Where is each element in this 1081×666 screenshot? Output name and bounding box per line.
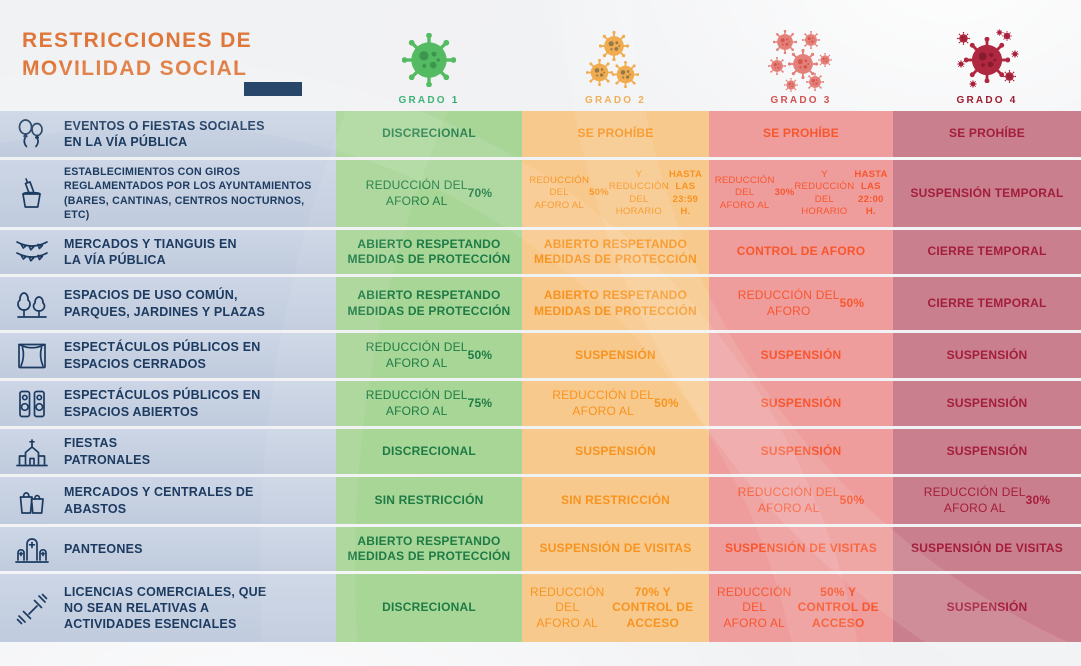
cell-r1-grado-3: REDUCCIÓN DEL AFORO AL 30% Y REDUCCIÓN D… — [709, 160, 893, 227]
cell-r5-grado-4: SUSPENSIÓN — [893, 381, 1081, 426]
cell-r4-grado-4: SUSPENSIÓN — [893, 333, 1081, 378]
cell-r6-grado-2: SUSPENSIÓN — [522, 429, 709, 474]
grade-label-1: GRADO 1 — [398, 95, 460, 106]
cell-r0-grado-3: SE PROHÍBE — [709, 111, 893, 157]
title-underline-bar — [244, 82, 302, 96]
row-label-text: ESPACIOS DE USO COMÚN, PARQUES, JARDINES… — [64, 288, 266, 319]
cell-r4-grado-2: SUSPENSIÓN — [522, 333, 709, 378]
cell-r7-grado-4: REDUCCIÓN DEL AFORO AL 30% — [893, 477, 1081, 524]
cell-r2-grado-4: CIERRE TEMPORAL — [893, 230, 1081, 274]
cell-r4-grado-1: REDUCCIÓN DEL AFORO AL 50% — [336, 333, 522, 378]
cell-r2-grado-1: ABIERTO RESPETANDO MEDIDAS DE PROTECCIÓN — [336, 230, 522, 274]
cell-r3-grado-3: REDUCCIÓN DEL AFORO 50% — [709, 277, 893, 330]
cell-r3-grado-4: CIERRE TEMPORAL — [893, 277, 1081, 330]
grado-1-virus-icon — [387, 28, 471, 92]
row-label-text: ESPECTÁCULOS PÚBLICOS EN ESPACIOS CERRAD… — [64, 340, 261, 371]
row-label-3: ESPACIOS DE USO COMÚN, PARQUES, JARDINES… — [0, 277, 336, 330]
stage-curtains-icon — [0, 339, 64, 373]
cell-r1-grado-1: REDUCCIÓN DEL AFORO AL 70% — [336, 160, 522, 227]
cell-r9-grado-2: REDUCCIÓN DEL AFORO AL 70% Y CONTROL DE … — [522, 574, 709, 642]
row-label-6: FIESTAS PATRONALES — [0, 429, 336, 474]
row-label-5: ESPECTÁCULOS PÚBLICOS EN ESPACIOS ABIERT… — [0, 381, 336, 426]
row-label-text: ESTABLECIMIENTOS CON GIROS REGLAMENTADOS… — [64, 165, 312, 221]
row-label-text: PANTEONES — [64, 541, 143, 556]
row-label-1: ESTABLECIMIENTOS CON GIROS REGLAMENTADOS… — [0, 160, 336, 227]
cell-r8-grado-3: SUSPENSIÓN DE VISITAS — [709, 527, 893, 571]
row-label-text: EVENTOS O FIESTAS SOCIALES EN LA VÍA PÚB… — [64, 118, 265, 149]
grado-2-virus-icon — [574, 28, 658, 92]
row-label-8: PANTEONES — [0, 527, 336, 571]
champagne-bucket-icon — [0, 177, 64, 211]
page-title: RESTRICCIONES DE MOVILIDAD SOCIAL — [22, 27, 252, 83]
speakers-icon — [0, 387, 64, 421]
bunting-icon — [0, 235, 64, 269]
cell-r9-grado-4: SUSPENSIÓN — [893, 574, 1081, 642]
row-label-9: LICENCIAS COMERCIALES, QUE NO SEAN RELAT… — [0, 574, 336, 642]
row-label-4: ESPECTÁCULOS PÚBLICOS EN ESPACIOS CERRAD… — [0, 333, 336, 378]
cell-r0-grado-4: SE PROHÍBE — [893, 111, 1081, 157]
cell-r4-grado-3: SUSPENSIÓN — [709, 333, 893, 378]
church-icon — [0, 435, 64, 469]
cell-r0-grado-1: DISCRECIONAL — [336, 111, 522, 157]
row-label-text: MERCADOS Y CENTRALES DE ABASTOS — [64, 485, 254, 516]
restrictions-table: EVENTOS O FIESTAS SOCIALES EN LA VÍA PÚB… — [0, 111, 1081, 642]
page-title-line-1: RESTRICCIONES DE — [22, 29, 253, 52]
grade-header-4: GRADO 4 — [893, 22, 1081, 106]
cell-r6-grado-4: SUSPENSIÓN — [893, 429, 1081, 474]
cell-r5-grado-3: SUSPENSIÓN — [709, 381, 893, 426]
grade-header-3: GRADO 3 — [709, 22, 893, 106]
grade-label-3: GRADO 3 — [770, 95, 832, 106]
grade-label-2: GRADO 2 — [585, 95, 646, 106]
graves-icon — [0, 532, 64, 566]
cell-r3-grado-1: ABIERTO RESPETANDO MEDIDAS DE PROTECCIÓN — [336, 277, 522, 330]
cell-r1-grado-4: SUSPENSIÓN TEMPORAL — [893, 160, 1081, 227]
cell-r9-grado-1: DISCRECIONAL — [336, 574, 522, 642]
cell-r0-grado-2: SE PROHÍBE — [522, 111, 709, 157]
row-label-2: MERCADOS Y TIANGUIS EN LA VÍA PÚBLICA — [0, 230, 336, 274]
cell-r8-grado-2: SUSPENSIÓN DE VISITAS — [522, 527, 709, 571]
cell-r5-grado-2: REDUCCIÓN DEL AFORO AL 50% — [522, 381, 709, 426]
balloons-icon — [0, 117, 64, 151]
cell-r8-grado-4: SUSPENSIÓN DE VISITAS — [893, 527, 1081, 571]
cell-r2-grado-3: CONTROL DE AFORO — [709, 230, 893, 274]
cell-r8-grado-1: ABIERTO RESPETANDO MEDIDAS DE PROTECCIÓN — [336, 527, 522, 571]
cell-r6-grado-3: SUSPENSIÓN — [709, 429, 893, 474]
cell-r6-grado-1: DISCRECIONAL — [336, 429, 522, 474]
grade-header-2: GRADO 2 — [522, 22, 709, 106]
cell-r2-grado-2: ABIERTO RESPETANDO MEDIDAS DE PROTECCIÓN — [522, 230, 709, 274]
grade-label-4: GRADO 4 — [956, 95, 1018, 106]
row-label-text: FIESTAS PATRONALES — [64, 436, 151, 467]
row-label-text: MERCADOS Y TIANGUIS EN LA VÍA PÚBLICA — [64, 236, 237, 267]
page-title-line-2: MOVILIDAD SOCIAL — [22, 56, 248, 80]
cell-r7-grado-1: SIN RESTRICCIÓN — [336, 477, 522, 524]
grado-4-virus-icon — [945, 28, 1029, 92]
cell-r3-grado-2: ABIERTO RESPETANDO MEDIDAS DE PROTECCIÓN — [522, 277, 709, 330]
grade-header-1: GRADO 1 — [336, 22, 522, 106]
cell-r1-grado-2: REDUCCIÓN DEL AFORO AL 50% Y REDUCCIÓN D… — [522, 160, 709, 227]
row-label-text: ESPECTÁCULOS PÚBLICOS EN ESPACIOS ABIERT… — [64, 388, 261, 419]
grades-header: GRADO 1 GRADO 2 GRADO 3 GRADO 4 — [336, 22, 1081, 106]
row-label-7: MERCADOS Y CENTRALES DE ABASTOS — [0, 477, 336, 524]
park-trees-icon — [0, 287, 64, 321]
cell-r7-grado-2: SIN RESTRICCIÓN — [522, 477, 709, 524]
cell-r5-grado-1: REDUCCIÓN DEL AFORO AL 75% — [336, 381, 522, 426]
row-label-0: EVENTOS O FIESTAS SOCIALES EN LA VÍA PÚB… — [0, 111, 336, 157]
grado-3-virus-icon — [759, 28, 843, 92]
row-label-text: LICENCIAS COMERCIALES, QUE NO SEAN RELAT… — [64, 584, 267, 632]
dumbbell-icon — [0, 591, 64, 625]
cell-r7-grado-3: REDUCCIÓN DEL AFORO AL 50% — [709, 477, 893, 524]
shopping-bags-icon — [0, 484, 64, 518]
cell-r9-grado-3: REDUCCIÓN DEL AFORO AL 50% Y CONTROL DE … — [709, 574, 893, 642]
